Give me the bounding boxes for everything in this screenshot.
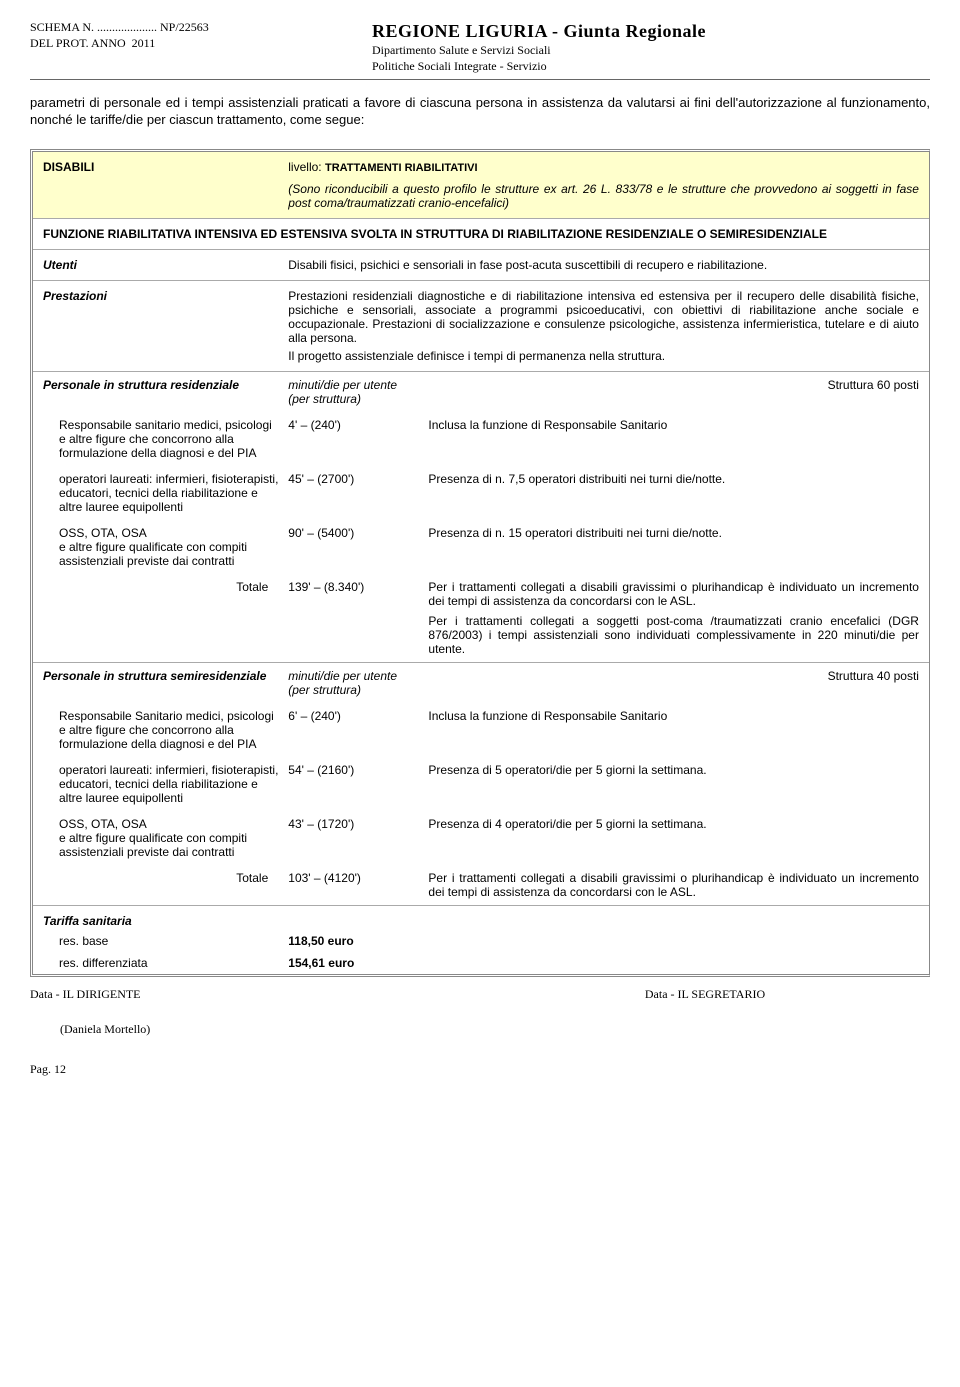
schema-label: SCHEMA N. ....................: [30, 20, 157, 34]
header-right: REGIONE LIGURIA - Giunta Regionale Dipar…: [372, 20, 930, 75]
prestazioni-text1: Prestazioni residenziali diagnostiche e …: [288, 289, 919, 345]
prot-year: 2011: [132, 36, 156, 50]
semires-title: Personale in struttura semiresidenziale: [43, 669, 288, 683]
semires-header-row: Personale in struttura semiresidenziale …: [33, 663, 929, 703]
semires-table: Personale in struttura semiresidenziale …: [33, 663, 929, 905]
note-cell: Inclusa la funzione di Responsabile Sani…: [428, 709, 919, 723]
role-cell: operatori laureati: infermieri, fisioter…: [43, 472, 288, 514]
note-cell: Presenza di 4 operatori/die per 5 giorni…: [428, 817, 919, 831]
schema-number: NP/22563: [160, 20, 209, 34]
prestazioni-text2: Il progetto assistenziale definisce i te…: [288, 349, 919, 363]
function-title-section: FUNZIONE RIABILITATIVA INTENSIVA ED ESTE…: [33, 219, 929, 249]
semires-total-value: 103' – (4120'): [288, 871, 428, 885]
level-value: TRATTAMENTI RIABILITATIVI: [325, 162, 478, 174]
value-cell: 4' – (240'): [288, 418, 428, 432]
semires-total-label: Totale: [43, 871, 288, 885]
role-cell: operatori laureati: infermieri, fisioter…: [43, 763, 288, 805]
semires-total-note: Per i trattamenti collegati a disabili g…: [428, 871, 919, 899]
tariff-title: Tariffa sanitaria: [43, 914, 919, 928]
tariff-row: res. differenziata154,61 euro: [33, 952, 929, 974]
res-header-row: Personale in struttura residenziale minu…: [33, 372, 929, 412]
note-cell: Presenza di 5 operatori/die per 5 giorni…: [428, 763, 919, 777]
res-total-label: Totale: [43, 580, 288, 594]
footer-signatures: Data - IL DIRIGENTE Data - IL SEGRETARIO: [30, 987, 930, 1002]
value-cell: 6' – (240'): [288, 709, 428, 723]
document-header: SCHEMA N. .................... NP/22563 …: [30, 20, 930, 80]
residenziale-table: Personale in struttura residenziale minu…: [33, 372, 929, 662]
note-cell: Inclusa la funzione di Responsabile Sani…: [428, 418, 919, 432]
dept-1: Dipartimento Salute e Servizi Sociali: [372, 43, 930, 59]
table-row: operatori laureati: infermieri, fisioter…: [33, 466, 929, 520]
role-cell: Responsabile sanitario medici, psicologi…: [43, 418, 288, 460]
section-header: DISABILI livello: TRATTAMENTI RIABILITAT…: [33, 152, 929, 218]
level-label: livello:: [288, 160, 321, 174]
prestazioni-label: Prestazioni: [43, 289, 288, 363]
utenti-row: Utenti Disabili fisici, psichici e senso…: [33, 250, 929, 280]
region-title: REGIONE LIGURIA - Giunta Regionale: [372, 20, 930, 43]
utenti-text: Disabili fisici, psichici e sensoriali i…: [288, 258, 919, 272]
section-note: (Sono riconducibili a questo profilo le …: [288, 182, 919, 210]
res-col3: Struttura 60 posti: [428, 378, 919, 392]
signatory-name: (Daniela Mortello): [30, 1022, 930, 1037]
intro-paragraph: parametri di personale ed i tempi assist…: [30, 94, 930, 129]
role-cell: OSS, OTA, OSAe altre figure qualificate …: [43, 526, 288, 568]
prot-label: DEL PROT. ANNO: [30, 36, 126, 50]
note-cell: Presenza di n. 15 operatori distribuiti …: [428, 526, 919, 540]
res-total-row: Totale 139' – (8.340') Per i trattamenti…: [33, 574, 929, 662]
value-cell: 43' – (1720'): [288, 817, 428, 831]
table-row: Responsabile sanitario medici, psicologi…: [33, 412, 929, 466]
table-row: operatori laureati: infermieri, fisioter…: [33, 757, 929, 811]
semires-total-row: Totale 103' – (4120') Per i trattamenti …: [33, 865, 929, 905]
tariff-value: 118,50 euro: [288, 934, 919, 948]
header-left: SCHEMA N. .................... NP/22563 …: [30, 20, 372, 75]
utenti-label: Utenti: [43, 258, 288, 272]
table-row: Responsabile Sanitario medici, psicologi…: [33, 703, 929, 757]
value-cell: 90' – (5400'): [288, 526, 428, 540]
main-frame: DISABILI livello: TRATTAMENTI RIABILITAT…: [30, 149, 930, 977]
note-cell: Presenza di n. 7,5 operatori distribuiti…: [428, 472, 919, 486]
table-row: OSS, OTA, OSAe altre figure qualificate …: [33, 520, 929, 574]
dept-2: Politiche Sociali Integrate - Servizio: [372, 59, 930, 75]
tariff-label: res. differenziata: [43, 956, 288, 970]
role-cell: Responsabile Sanitario medici, psicologi…: [43, 709, 288, 751]
res-total-note2: Per i trattamenti collegati a soggetti p…: [428, 614, 919, 656]
value-cell: 54' – (2160'): [288, 763, 428, 777]
category-label: DISABILI: [43, 160, 288, 174]
page-number: Pag. 12: [30, 1062, 930, 1077]
semires-col2: minuti/die per utente (per struttura): [288, 669, 428, 697]
res-total-note1: Per i trattamenti collegati a disabili g…: [428, 580, 919, 608]
tariff-value: 154,61 euro: [288, 956, 919, 970]
tariff-row: res. base118,50 euro: [33, 930, 929, 952]
table-row: OSS, OTA, OSAe altre figure qualificate …: [33, 811, 929, 865]
semires-col3: Struttura 40 posti: [428, 669, 919, 683]
footer-left: Data - IL DIRIGENTE: [30, 987, 480, 1002]
prestazioni-row: Prestazioni Prestazioni residenziali dia…: [33, 281, 929, 371]
res-col2: minuti/die per utente (per struttura): [288, 378, 428, 406]
tariff-label: res. base: [43, 934, 288, 948]
function-title: FUNZIONE RIABILITATIVA INTENSIVA ED ESTE…: [43, 227, 919, 241]
value-cell: 45' – (2700'): [288, 472, 428, 486]
res-total-value: 139' – (8.340'): [288, 580, 428, 594]
tariff-section: Tariffa sanitaria: [33, 906, 929, 930]
role-cell: OSS, OTA, OSAe altre figure qualificate …: [43, 817, 288, 859]
res-title: Personale in struttura residenziale: [43, 378, 288, 392]
footer-right: Data - IL SEGRETARIO: [480, 987, 930, 1002]
